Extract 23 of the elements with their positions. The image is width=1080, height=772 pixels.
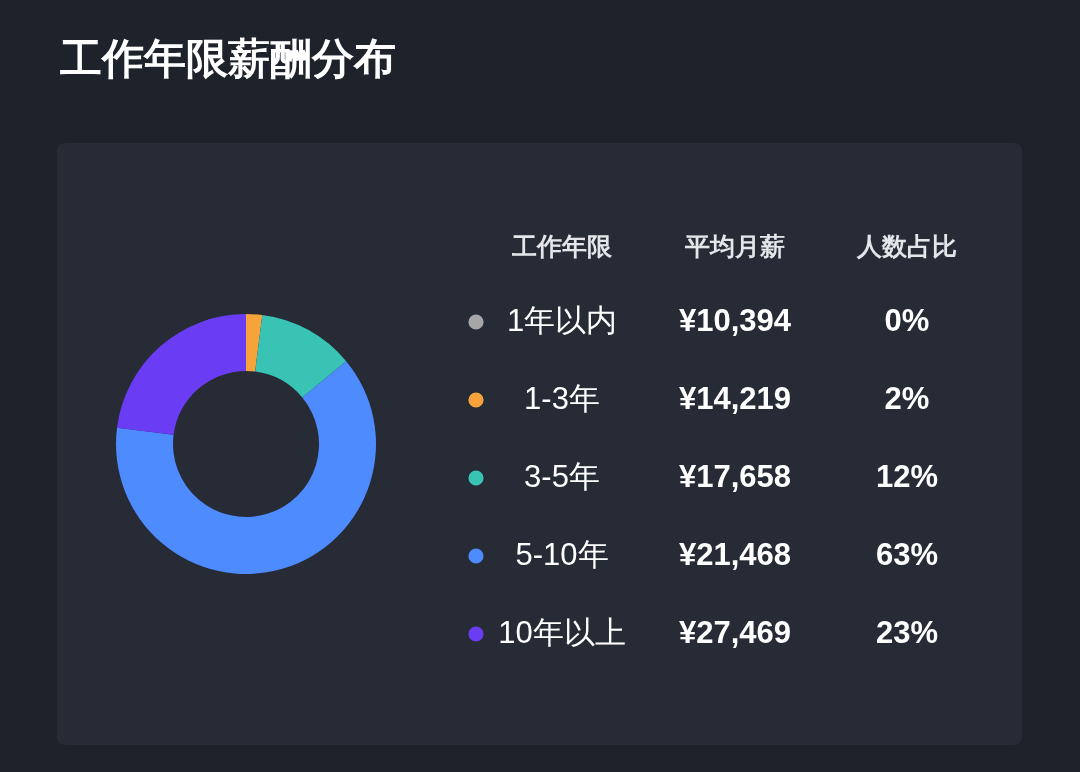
donut-slice [116, 361, 376, 574]
text: ¥27,469 [678, 615, 792, 650]
text: 平均月薪 [684, 232, 785, 260]
text: ¥14,219 [678, 381, 792, 416]
text: 人数占比 [856, 232, 957, 260]
text: 0% [884, 303, 930, 338]
data-label: 23% [875, 615, 939, 650]
data-label: 63% [875, 537, 939, 572]
donut-slice [246, 314, 263, 372]
legend-label: 1年以内 [506, 303, 618, 338]
legend-label: 10年以上 [498, 615, 626, 650]
text: ¥21,468 [678, 537, 792, 572]
chart-title: 工作年限薪酬分布 [59, 35, 396, 82]
legend-label: 5-10年 [515, 537, 609, 572]
text: ¥17,658 [678, 459, 792, 494]
data-label: 2% [884, 381, 930, 416]
text: ¥10,394 [678, 303, 792, 338]
data-label: 12% [875, 459, 939, 494]
legend-label: 1-3年 [524, 381, 600, 416]
legend-label: 3-5年 [524, 459, 600, 494]
donut-slice [255, 315, 347, 398]
donut-slice [117, 314, 246, 435]
legend-title: 工作年限 [511, 232, 613, 260]
